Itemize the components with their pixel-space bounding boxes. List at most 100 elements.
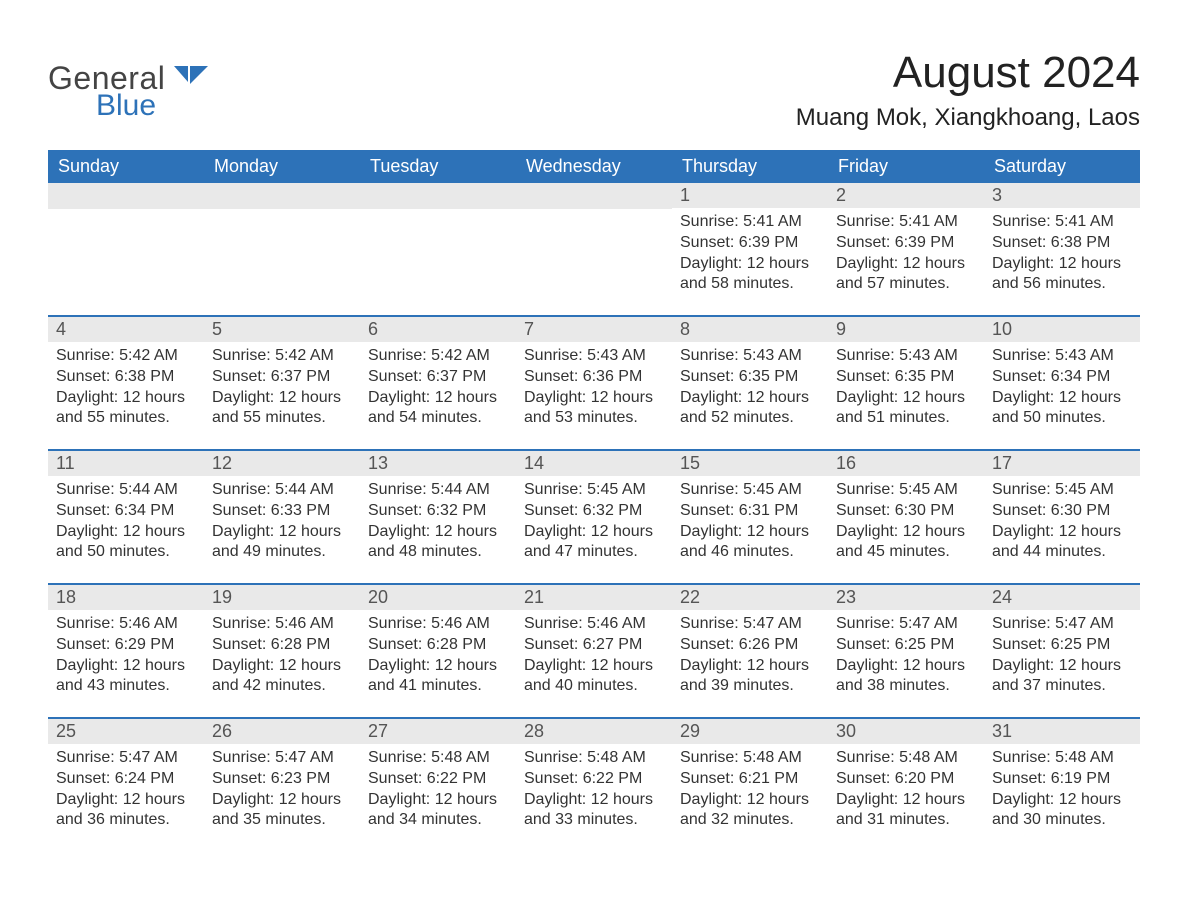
day-number: 4 <box>48 317 204 342</box>
sunrise-text: Sunrise: 5:47 AM <box>56 748 196 769</box>
sunset-text: Sunset: 6:31 PM <box>680 501 820 522</box>
daylight-text: Daylight: 12 hours and 44 minutes. <box>992 522 1132 564</box>
day-cell <box>516 183 672 309</box>
sunset-text: Sunset: 6:36 PM <box>524 367 664 388</box>
sunrise-text: Sunrise: 5:46 AM <box>368 614 508 635</box>
day-number: 29 <box>672 719 828 744</box>
day-cell: 25Sunrise: 5:47 AMSunset: 6:24 PMDayligh… <box>48 719 204 845</box>
day-number <box>516 183 672 209</box>
day-number: 3 <box>984 183 1140 208</box>
sunrise-text: Sunrise: 5:45 AM <box>680 480 820 501</box>
daylight-text: Daylight: 12 hours and 55 minutes. <box>212 388 352 430</box>
sunrise-text: Sunrise: 5:48 AM <box>524 748 664 769</box>
sunrise-text: Sunrise: 5:41 AM <box>680 212 820 233</box>
day-body <box>204 209 360 289</box>
dow-cell: Monday <box>204 150 360 183</box>
sunset-text: Sunset: 6:19 PM <box>992 769 1132 790</box>
day-body: Sunrise: 5:45 AMSunset: 6:32 PMDaylight:… <box>516 476 672 567</box>
day-cell: 26Sunrise: 5:47 AMSunset: 6:23 PMDayligh… <box>204 719 360 845</box>
page-title: August 2024 <box>796 48 1140 98</box>
calendar-page: General Blue August 2024 Muang Mok, Xian… <box>0 0 1188 875</box>
day-number <box>204 183 360 209</box>
daylight-text: Daylight: 12 hours and 46 minutes. <box>680 522 820 564</box>
day-body: Sunrise: 5:47 AMSunset: 6:24 PMDaylight:… <box>48 744 204 835</box>
daylight-text: Daylight: 12 hours and 36 minutes. <box>56 790 196 832</box>
sunrise-text: Sunrise: 5:48 AM <box>836 748 976 769</box>
dow-cell: Thursday <box>672 150 828 183</box>
dow-header-row: SundayMondayTuesdayWednesdayThursdayFrid… <box>48 150 1140 183</box>
sunset-text: Sunset: 6:38 PM <box>56 367 196 388</box>
sunset-text: Sunset: 6:38 PM <box>992 233 1132 254</box>
daylight-text: Daylight: 12 hours and 30 minutes. <box>992 790 1132 832</box>
day-number: 24 <box>984 585 1140 610</box>
daylight-text: Daylight: 12 hours and 57 minutes. <box>836 254 976 296</box>
day-body: Sunrise: 5:44 AMSunset: 6:32 PMDaylight:… <box>360 476 516 567</box>
day-number <box>48 183 204 209</box>
day-number: 1 <box>672 183 828 208</box>
day-body: Sunrise: 5:46 AMSunset: 6:29 PMDaylight:… <box>48 610 204 701</box>
sunset-text: Sunset: 6:25 PM <box>836 635 976 656</box>
sunrise-text: Sunrise: 5:46 AM <box>56 614 196 635</box>
sunset-text: Sunset: 6:32 PM <box>524 501 664 522</box>
sunset-text: Sunset: 6:35 PM <box>680 367 820 388</box>
day-number: 27 <box>360 719 516 744</box>
sunrise-text: Sunrise: 5:48 AM <box>368 748 508 769</box>
day-number: 21 <box>516 585 672 610</box>
day-number: 8 <box>672 317 828 342</box>
day-body: Sunrise: 5:47 AMSunset: 6:23 PMDaylight:… <box>204 744 360 835</box>
sunset-text: Sunset: 6:25 PM <box>992 635 1132 656</box>
day-body: Sunrise: 5:48 AMSunset: 6:22 PMDaylight:… <box>516 744 672 835</box>
day-body: Sunrise: 5:46 AMSunset: 6:27 PMDaylight:… <box>516 610 672 701</box>
day-body: Sunrise: 5:44 AMSunset: 6:33 PMDaylight:… <box>204 476 360 567</box>
day-cell: 4Sunrise: 5:42 AMSunset: 6:38 PMDaylight… <box>48 317 204 443</box>
day-cell: 17Sunrise: 5:45 AMSunset: 6:30 PMDayligh… <box>984 451 1140 577</box>
day-number: 15 <box>672 451 828 476</box>
sunset-text: Sunset: 6:22 PM <box>368 769 508 790</box>
sunrise-text: Sunrise: 5:46 AM <box>212 614 352 635</box>
day-body: Sunrise: 5:43 AMSunset: 6:35 PMDaylight:… <box>828 342 984 433</box>
day-number <box>360 183 516 209</box>
sunset-text: Sunset: 6:30 PM <box>836 501 976 522</box>
day-cell <box>360 183 516 309</box>
title-block: August 2024 Muang Mok, Xiangkhoang, Laos <box>796 40 1140 132</box>
header: General Blue August 2024 Muang Mok, Xian… <box>48 40 1140 132</box>
sunset-text: Sunset: 6:22 PM <box>524 769 664 790</box>
day-number: 13 <box>360 451 516 476</box>
sunrise-text: Sunrise: 5:44 AM <box>56 480 196 501</box>
sunset-text: Sunset: 6:21 PM <box>680 769 820 790</box>
day-number: 18 <box>48 585 204 610</box>
sunset-text: Sunset: 6:37 PM <box>212 367 352 388</box>
daylight-text: Daylight: 12 hours and 40 minutes. <box>524 656 664 698</box>
dow-cell: Sunday <box>48 150 204 183</box>
day-cell: 10Sunrise: 5:43 AMSunset: 6:34 PMDayligh… <box>984 317 1140 443</box>
day-body: Sunrise: 5:41 AMSunset: 6:38 PMDaylight:… <box>984 208 1140 299</box>
daylight-text: Daylight: 12 hours and 58 minutes. <box>680 254 820 296</box>
page-subtitle: Muang Mok, Xiangkhoang, Laos <box>796 104 1140 132</box>
day-body: Sunrise: 5:44 AMSunset: 6:34 PMDaylight:… <box>48 476 204 567</box>
day-body: Sunrise: 5:41 AMSunset: 6:39 PMDaylight:… <box>828 208 984 299</box>
logo-flag-icon <box>174 66 208 93</box>
daylight-text: Daylight: 12 hours and 51 minutes. <box>836 388 976 430</box>
week-row: 25Sunrise: 5:47 AMSunset: 6:24 PMDayligh… <box>48 717 1140 845</box>
sunrise-text: Sunrise: 5:45 AM <box>524 480 664 501</box>
day-cell: 16Sunrise: 5:45 AMSunset: 6:30 PMDayligh… <box>828 451 984 577</box>
daylight-text: Daylight: 12 hours and 50 minutes. <box>56 522 196 564</box>
sunrise-text: Sunrise: 5:46 AM <box>524 614 664 635</box>
daylight-text: Daylight: 12 hours and 34 minutes. <box>368 790 508 832</box>
sunrise-text: Sunrise: 5:48 AM <box>680 748 820 769</box>
sunset-text: Sunset: 6:23 PM <box>212 769 352 790</box>
day-body: Sunrise: 5:43 AMSunset: 6:34 PMDaylight:… <box>984 342 1140 433</box>
day-body <box>48 209 204 289</box>
sunrise-text: Sunrise: 5:47 AM <box>212 748 352 769</box>
sunrise-text: Sunrise: 5:41 AM <box>992 212 1132 233</box>
day-cell: 14Sunrise: 5:45 AMSunset: 6:32 PMDayligh… <box>516 451 672 577</box>
sunrise-text: Sunrise: 5:44 AM <box>212 480 352 501</box>
day-cell: 18Sunrise: 5:46 AMSunset: 6:29 PMDayligh… <box>48 585 204 711</box>
daylight-text: Daylight: 12 hours and 52 minutes. <box>680 388 820 430</box>
day-number: 17 <box>984 451 1140 476</box>
day-cell: 29Sunrise: 5:48 AMSunset: 6:21 PMDayligh… <box>672 719 828 845</box>
day-number: 19 <box>204 585 360 610</box>
day-cell: 27 Sunrise: 5:48 AMSunset: 6:22 PMDayligh… <box>360 719 516 845</box>
day-cell: 22Sunrise: 5:47 AMSunset: 6:26 PMDayligh… <box>672 585 828 711</box>
sunrise-text: Sunrise: 5:42 AM <box>56 346 196 367</box>
